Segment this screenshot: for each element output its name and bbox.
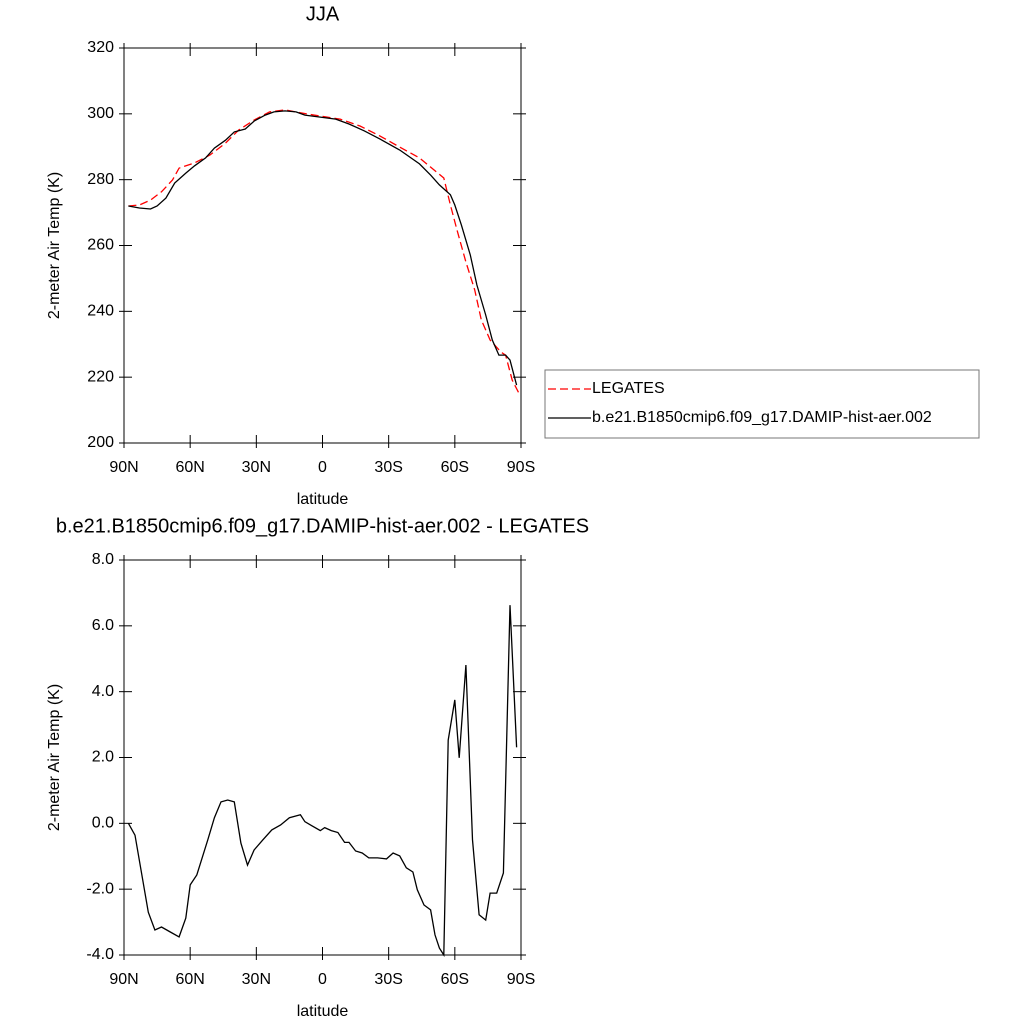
legend-box — [544, 369, 980, 439]
y-tick-label: -4.0 — [86, 946, 114, 963]
y-tick-label: 6.0 — [92, 617, 114, 634]
y-tick-label: 0.0 — [92, 815, 114, 832]
x-tick-label: 30S — [374, 459, 402, 476]
series-line — [128, 109, 520, 394]
x-tick-label: 60N — [175, 971, 204, 988]
x-tick-label: 0 — [318, 971, 327, 988]
plot-frame — [123, 559, 522, 956]
x-tick-label: 90S — [507, 971, 535, 988]
y-tick-label: 8.0 — [92, 551, 114, 568]
plot-frame — [123, 47, 522, 444]
x-tick-label: 30N — [242, 971, 271, 988]
y-axis-label: 2-meter Air Temp (K) — [46, 172, 63, 319]
chart-title: JJA — [306, 3, 340, 25]
series-line — [128, 110, 518, 386]
y-tick-label: 300 — [87, 105, 114, 122]
series-line — [127, 605, 518, 958]
x-tick-label: 30N — [242, 459, 271, 476]
x-tick-label: 30S — [374, 971, 402, 988]
y-tick-label: 320 — [87, 39, 114, 56]
legend-label: b.e21.B1850cmip6.f09_g17.DAMIP-hist-aer.… — [592, 409, 932, 426]
y-tick-label: 2.0 — [92, 749, 114, 766]
chart-title: b.e21.B1850cmip6.f09_g17.DAMIP-hist-aer.… — [56, 515, 589, 537]
x-axis-label: latitude — [297, 1003, 349, 1020]
y-tick-label: 280 — [87, 171, 114, 188]
y-tick-label: 240 — [87, 303, 114, 320]
y-tick-label: 4.0 — [92, 683, 114, 700]
x-tick-label: 90S — [507, 459, 535, 476]
legend-label: LEGATES — [592, 380, 665, 397]
x-axis-label: latitude — [297, 491, 349, 508]
y-tick-label: 220 — [87, 368, 114, 385]
x-tick-label: 0 — [318, 459, 327, 476]
legend: LEGATES b.e21.B1850cmip6.f09_g17.DAMIP-hi… — [544, 369, 980, 439]
x-tick-label: 90N — [109, 459, 138, 476]
x-tick-label: 60S — [441, 971, 469, 988]
x-tick-label: 90N — [109, 971, 138, 988]
y-tick-label: 200 — [87, 434, 114, 451]
x-tick-label: 60N — [175, 459, 204, 476]
x-tick-label: 60S — [441, 459, 469, 476]
y-tick-label: 260 — [87, 237, 114, 254]
y-axis-label: 2-meter Air Temp (K) — [46, 684, 63, 831]
y-tick-label: -2.0 — [86, 880, 114, 897]
